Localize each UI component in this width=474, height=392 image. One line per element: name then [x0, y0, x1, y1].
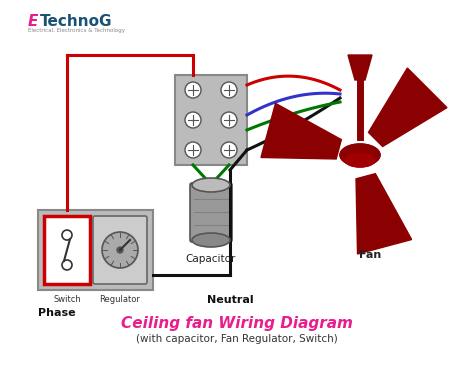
Circle shape: [185, 82, 201, 98]
Circle shape: [102, 232, 138, 268]
Circle shape: [185, 112, 201, 128]
FancyBboxPatch shape: [38, 210, 153, 290]
Text: Capacitor: Capacitor: [186, 254, 236, 264]
FancyBboxPatch shape: [175, 75, 247, 165]
Text: Neutral: Neutral: [207, 295, 253, 305]
Text: E: E: [28, 14, 38, 29]
Ellipse shape: [340, 144, 380, 166]
Circle shape: [62, 260, 72, 270]
Polygon shape: [368, 68, 447, 147]
Circle shape: [221, 112, 237, 128]
Text: Ceiling fan Wiring Diagram: Ceiling fan Wiring Diagram: [121, 316, 353, 331]
Text: (with capacitor, Fan Regulator, Switch): (with capacitor, Fan Regulator, Switch): [136, 334, 338, 344]
Circle shape: [62, 230, 72, 240]
Circle shape: [185, 142, 201, 158]
Polygon shape: [261, 103, 341, 159]
FancyBboxPatch shape: [190, 183, 232, 242]
Ellipse shape: [192, 178, 230, 192]
Text: TechnoG: TechnoG: [40, 14, 112, 29]
Text: Fan: Fan: [359, 250, 381, 260]
Ellipse shape: [340, 144, 380, 166]
Ellipse shape: [192, 233, 230, 247]
Circle shape: [221, 82, 237, 98]
Circle shape: [117, 247, 123, 253]
Text: Regulator: Regulator: [100, 295, 140, 304]
FancyBboxPatch shape: [44, 216, 90, 284]
Text: Switch: Switch: [53, 295, 81, 304]
Polygon shape: [348, 55, 372, 80]
Ellipse shape: [345, 153, 375, 167]
Circle shape: [221, 142, 237, 158]
Ellipse shape: [345, 153, 375, 167]
FancyBboxPatch shape: [93, 216, 147, 284]
Text: Electrical, Electronics & Technology: Electrical, Electronics & Technology: [28, 28, 125, 33]
Polygon shape: [356, 174, 411, 254]
Text: Phase: Phase: [38, 308, 76, 318]
